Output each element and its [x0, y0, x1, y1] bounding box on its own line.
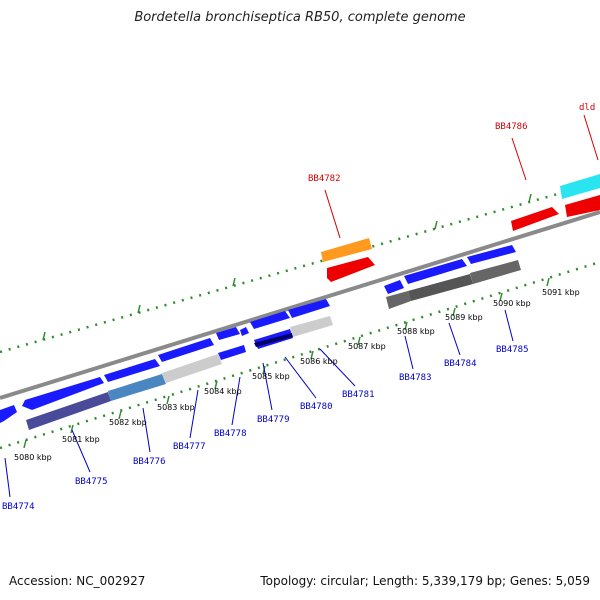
tick-label: 5086 kbp [300, 357, 338, 366]
feature-bar[interactable] [408, 274, 473, 301]
gene-arrow[interactable] [404, 259, 467, 284]
gene-arrow[interactable] [288, 299, 330, 318]
gene-arrow[interactable] [240, 327, 249, 336]
feature-bar[interactable] [470, 260, 521, 284]
tick-label: 5084 kbp [204, 387, 242, 396]
gene-label[interactable]: BB4780 [300, 402, 333, 412]
feature-label[interactable]: BB4782 [308, 174, 341, 184]
gene-label[interactable]: BB4778 [214, 429, 247, 439]
gene-label[interactable]: BB4784 [444, 359, 477, 369]
feature-bar[interactable] [26, 392, 111, 430]
feature-connectors [324, 114, 599, 239]
gene-arrow[interactable] [384, 280, 404, 294]
gene-arrow[interactable] [218, 345, 246, 360]
gene-connectors [4, 309, 514, 498]
gene-label[interactable]: BB4775 [75, 477, 108, 487]
feature-red[interactable] [327, 257, 375, 282]
feature-label[interactable]: dld [579, 103, 595, 113]
accession-text: Accession: NC_002927 [9, 574, 146, 588]
tick-label: 5089 kbp [445, 313, 483, 322]
tick-label: 5083 kbp [157, 403, 195, 412]
gene-arrow[interactable] [104, 359, 160, 382]
gene-label[interactable]: BB4781 [342, 390, 375, 400]
gene-arrow[interactable] [158, 338, 214, 362]
gene-label[interactable]: BB4776 [133, 457, 166, 467]
gene-arrow[interactable] [467, 245, 516, 264]
map-title: Bordetella bronchiseptica RB50, complete… [134, 10, 466, 25]
genome-summary: Topology: circular; Length: 5,339,179 bp… [260, 574, 590, 588]
inner-major-ticks [23, 277, 550, 449]
gene-arrows[interactable] [0, 174, 600, 430]
gene-arrow[interactable] [0, 405, 17, 423]
tick-label: 5081 kbp [62, 435, 100, 444]
gene-arrow[interactable] [250, 311, 290, 329]
gene-label[interactable]: BB4777 [173, 442, 206, 452]
feature-bar[interactable] [254, 333, 293, 347]
gene-label[interactable]: BB4779 [257, 415, 290, 425]
gene-arrow[interactable] [216, 327, 240, 340]
tick-label: 5091 kbp [542, 288, 580, 297]
tick-label: 5085 kbp [252, 372, 290, 381]
feature-label[interactable]: BB4786 [495, 122, 528, 132]
feature-red[interactable] [565, 195, 600, 217]
tick-label: 5087 kbp [348, 342, 386, 351]
feature-bar[interactable] [108, 374, 166, 401]
gene-label[interactable]: BB4785 [496, 345, 529, 355]
tick-labels: 5080 kbp 5081 kbp 5082 kbp 5083 kbp 5084… [14, 288, 580, 462]
feature-bar[interactable] [162, 354, 222, 383]
gene-labels: BB4774 BB4775 BB4776 BB4777 BB4778 BB477… [2, 103, 595, 512]
feature-cyan[interactable] [560, 174, 600, 199]
gene-label[interactable]: BB4783 [399, 373, 432, 383]
inner-dotted-track [0, 260, 600, 450]
genome-backbone [0, 210, 600, 400]
feature-bar[interactable] [386, 291, 411, 309]
tick-label: 5090 kbp [493, 299, 531, 308]
tick-label: 5082 kbp [109, 418, 147, 427]
feature-bar[interactable] [290, 316, 333, 337]
gene-label[interactable]: BB4774 [2, 502, 35, 512]
tick-label: 5080 kbp [14, 453, 52, 462]
tick-label: 5088 kbp [397, 327, 435, 336]
gene-arrow[interactable] [22, 377, 104, 410]
feature-red[interactable] [511, 207, 559, 231]
feature-orange[interactable] [321, 238, 372, 262]
